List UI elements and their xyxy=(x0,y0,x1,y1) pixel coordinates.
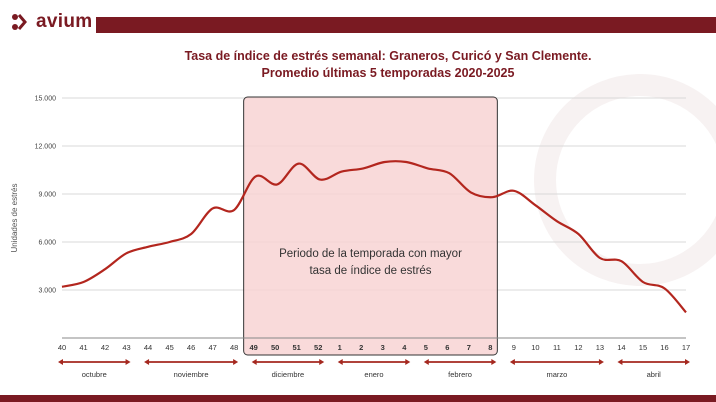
brand-name: avium xyxy=(36,11,93,32)
x-tick-label: 7 xyxy=(467,343,471,352)
x-tick-label: 13 xyxy=(596,343,604,352)
y-tick-label: 15.000 xyxy=(35,96,57,103)
x-tick-label: 9 xyxy=(512,343,516,352)
x-tick-label: 1 xyxy=(338,343,342,352)
x-tick-label: 4 xyxy=(402,343,407,352)
chart-title: Tasa de índice de estrés semanal: Graner… xyxy=(185,49,592,63)
x-tick-label: 52 xyxy=(314,343,322,352)
month-label: diciembre xyxy=(272,370,305,379)
x-tick-label: 51 xyxy=(293,343,301,352)
x-tick-label: 15 xyxy=(639,343,647,352)
month-arrow xyxy=(251,359,325,365)
month-label: marzo xyxy=(546,370,567,379)
x-tick-label: 17 xyxy=(682,343,690,352)
x-tick-label: 44 xyxy=(144,343,152,352)
highlight-label-line2: tasa de índice de estrés xyxy=(309,265,431,277)
month-label: octubre xyxy=(82,370,107,379)
x-tick-label: 40 xyxy=(58,343,66,352)
x-tick-label: 45 xyxy=(165,343,173,352)
chart-subtitle: Promedio últimas 5 temporadas 2020-2025 xyxy=(262,66,515,80)
y-axis: 3.000 6.000 9.000 12.000 15.000 xyxy=(35,96,57,295)
y-tick-label: 12.000 xyxy=(35,144,57,151)
highlight-box xyxy=(243,96,498,356)
month-arrow xyxy=(617,359,690,365)
x-axis: 40 41 42 43 44 45 46 47 48 49 50 51 52 1 2 3 4 5 6 7 8 9 10 11 1… xyxy=(58,337,690,352)
x-tick-label: 41 xyxy=(79,343,87,352)
x-tick-label: 6 xyxy=(445,343,449,352)
x-tick-label: 47 xyxy=(208,343,216,352)
y-tick-label: 9.000 xyxy=(38,192,56,199)
month-arrow xyxy=(337,359,411,365)
month-label: enero xyxy=(364,370,383,379)
month-arrow xyxy=(509,359,604,365)
brand-logo-group: avium xyxy=(10,8,92,36)
header-bar xyxy=(96,17,716,33)
y-tick-label: 3.000 xyxy=(38,288,56,295)
x-tick-label: 50 xyxy=(271,343,279,352)
x-tick-label: 3 xyxy=(381,343,385,352)
month-label: abril xyxy=(647,370,662,379)
x-tick-label: 10 xyxy=(531,343,539,352)
x-tick-label: 46 xyxy=(187,343,195,352)
y-axis-label: Unidades de estrés xyxy=(10,184,19,253)
x-tick-label: 42 xyxy=(101,343,109,352)
y-tick-label: 6.000 xyxy=(38,240,56,247)
month-axis: octubre noviembre diciembre enero febrero mar… xyxy=(58,359,690,379)
series-line xyxy=(61,160,687,314)
month-arrow xyxy=(423,359,497,365)
month-arrow xyxy=(144,359,239,365)
x-tick-label: 12 xyxy=(574,343,582,352)
month-arrow xyxy=(58,359,131,365)
x-tick-label: 16 xyxy=(660,343,668,352)
footer-bar xyxy=(0,395,716,402)
x-tick-label: 11 xyxy=(553,343,561,352)
x-tick-label: 14 xyxy=(617,343,625,352)
avium-logo-icon xyxy=(10,11,32,33)
month-label: noviembre xyxy=(174,370,209,379)
x-tick-label: 5 xyxy=(424,343,428,352)
month-label: febrero xyxy=(448,370,472,379)
x-tick-label: 49 xyxy=(249,343,257,352)
watermark-icon xyxy=(534,74,716,286)
x-tick-label: 43 xyxy=(122,343,130,352)
highlight-label-line1: Periodo de la temporada con mayor xyxy=(279,248,462,260)
series-line-path xyxy=(61,160,687,314)
x-tick-label: 8 xyxy=(488,343,492,352)
x-tick-label: 48 xyxy=(230,343,238,352)
x-tick-label: 2 xyxy=(359,343,363,352)
highlight-region: Periodo de la temporada con mayor tasa de… xyxy=(243,96,498,356)
